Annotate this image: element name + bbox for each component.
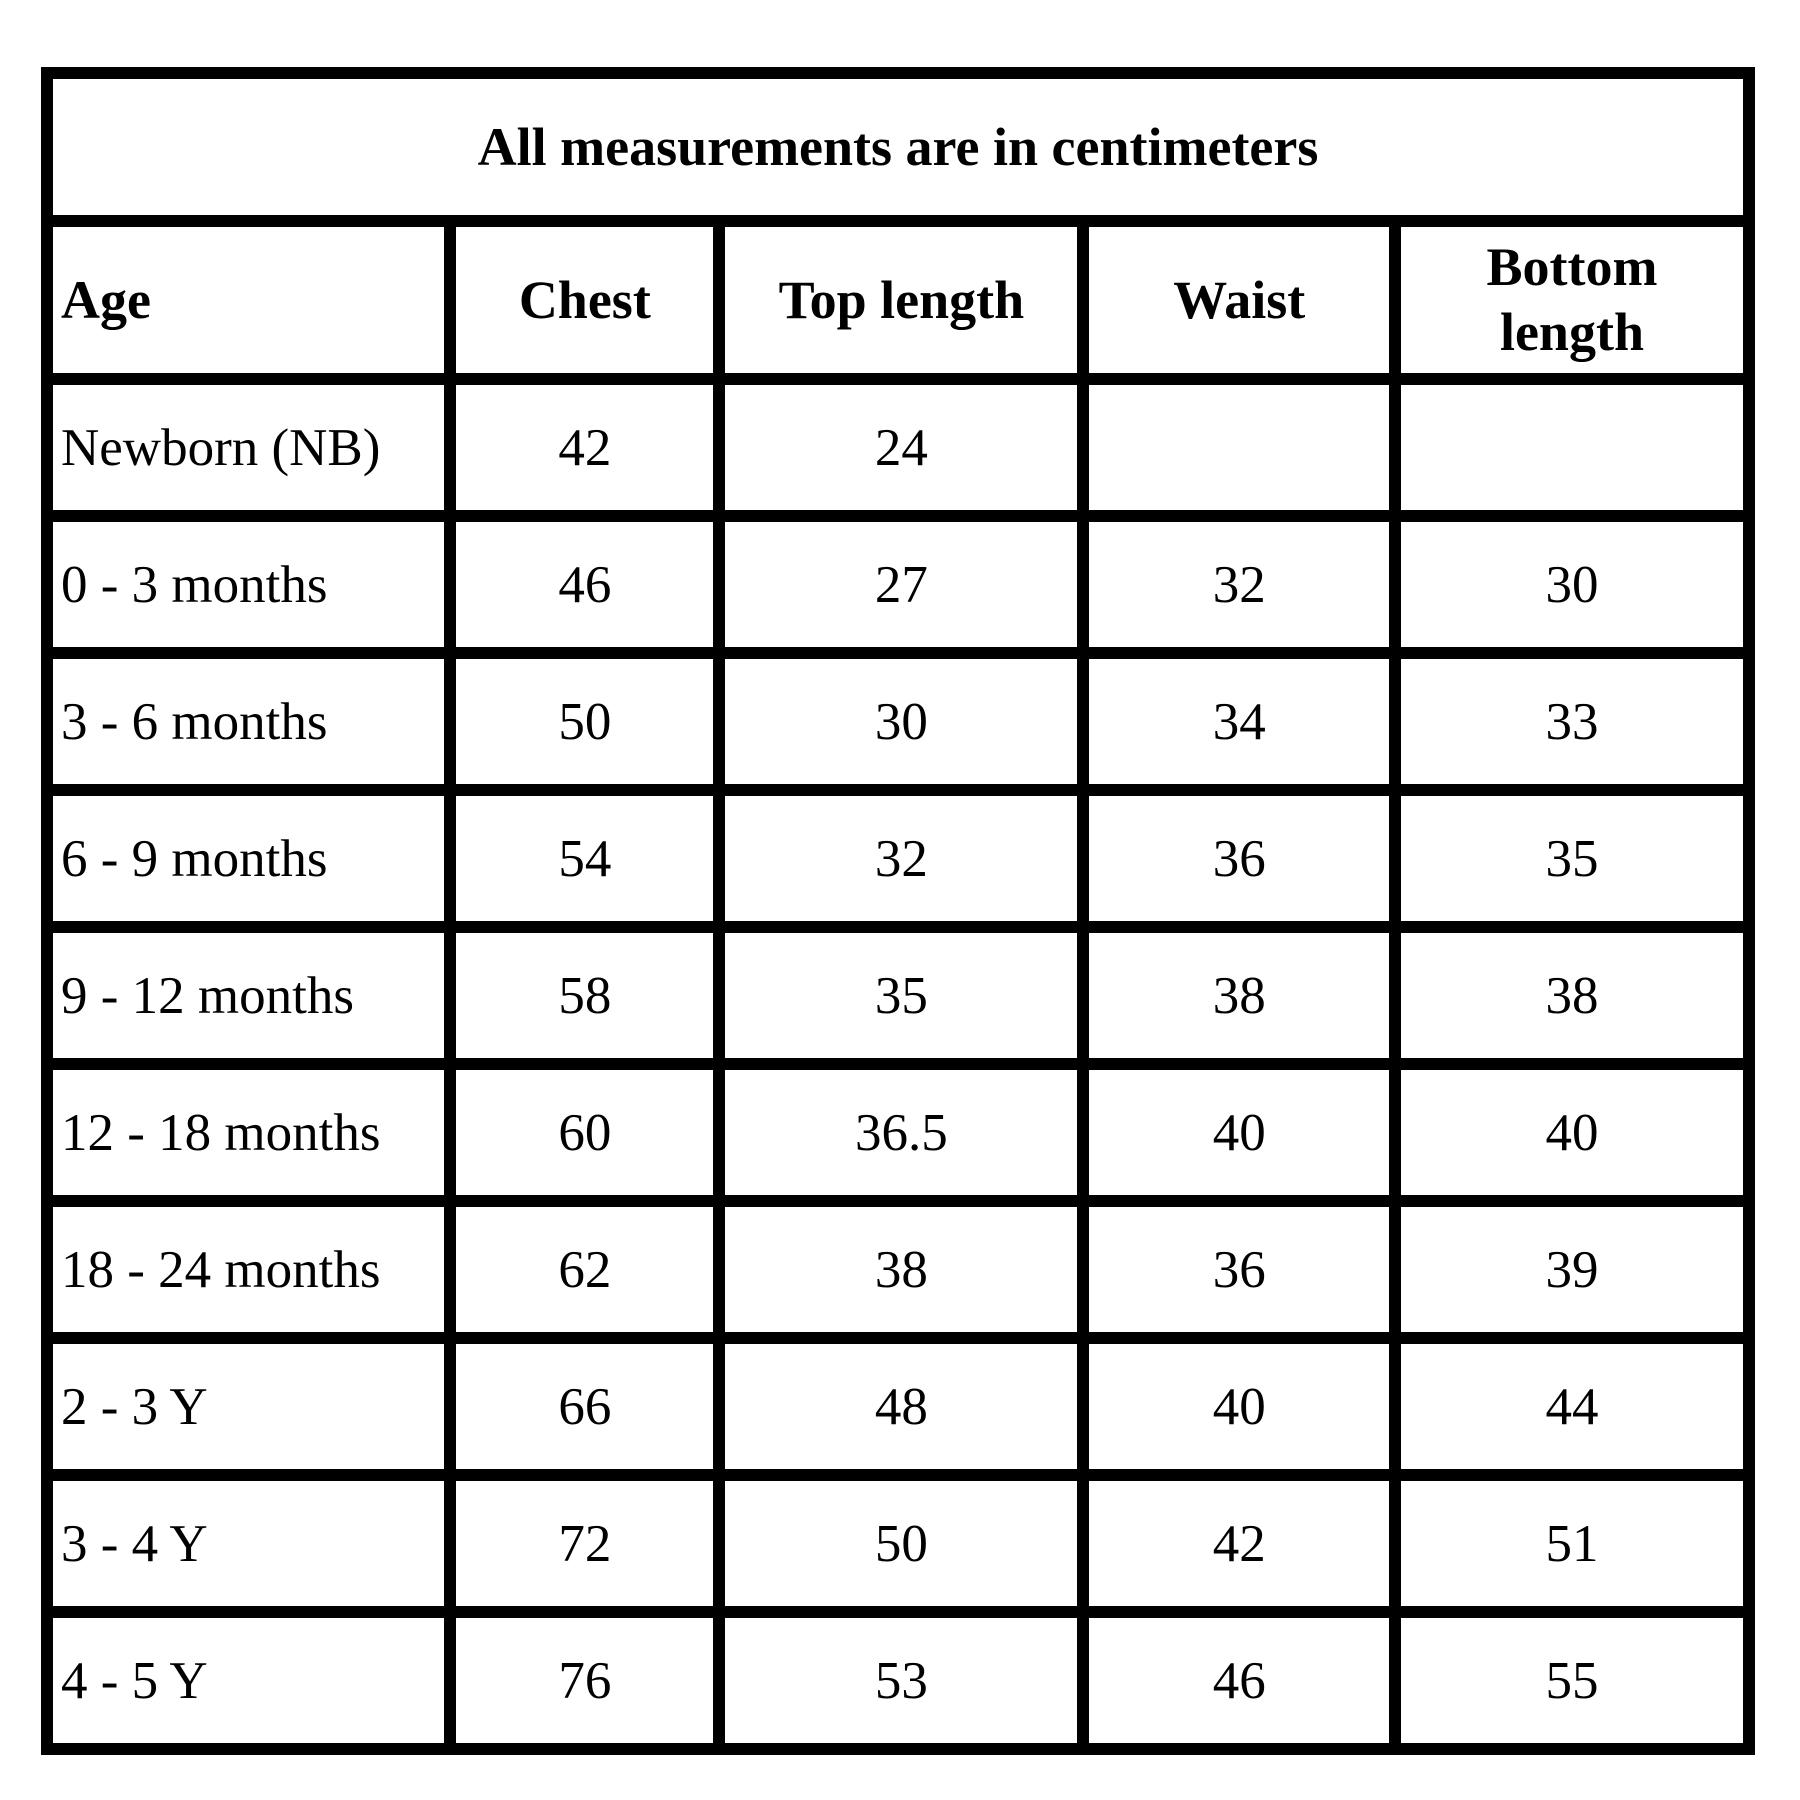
cell-age: 18 - 24 months [40,1195,457,1344]
column-header-top-length: Top length [713,215,1090,385]
cell-bottom-length: 39 [1388,1195,1756,1344]
column-header-bottom-length: Bottom length [1388,215,1756,385]
cell-top-length: 32 [713,784,1090,933]
table-row-3-6-months: 3 - 6 months 50 30 34 33 [40,647,1756,796]
cell-waist: 32 [1077,510,1401,659]
table-row-0-3-months: 0 - 3 months 46 27 32 30 [40,510,1756,659]
cell-chest: 50 [444,647,726,796]
table-row-4-5-y: 4 - 5 Y 76 53 46 55 [40,1606,1756,1755]
cell-top-length: 38 [713,1195,1090,1344]
cell-top-length: 30 [713,647,1090,796]
table-row-12-18-months: 12 - 18 months 60 36.5 40 40 [40,1058,1756,1207]
cell-bottom-length: 30 [1388,510,1756,659]
column-header-chest: Chest [444,215,726,385]
cell-waist: 46 [1077,1606,1401,1755]
cell-top-length: 24 [713,373,1090,522]
cell-age: 6 - 9 months [40,784,457,933]
cell-bottom-length: 51 [1388,1469,1756,1618]
header-row: Age Chest Top length Waist Bottom length [40,215,1756,385]
cell-age: 0 - 3 months [40,510,457,659]
cell-age: 12 - 18 months [40,1058,457,1207]
cell-top-length: 53 [713,1606,1090,1755]
cell-bottom-length: 44 [1388,1332,1756,1481]
cell-bottom-length: 55 [1388,1606,1756,1755]
cell-chest: 60 [444,1058,726,1207]
table-title: All measurements are in centimeters [41,67,1755,227]
size-chart-table: All measurements are in centimeters Age … [40,67,1756,1755]
cell-waist [1077,373,1401,522]
cell-waist: 36 [1077,1195,1401,1344]
table-row-2-3-y: 2 - 3 Y 66 48 40 44 [40,1332,1756,1481]
cell-top-length: 35 [713,921,1090,1070]
cell-chest: 42 [444,373,726,522]
cell-top-length: 27 [713,510,1090,659]
cell-chest: 54 [444,784,726,933]
cell-waist: 42 [1077,1469,1401,1618]
cell-chest: 58 [444,921,726,1070]
cell-waist: 38 [1077,921,1401,1070]
title-row: All measurements are in centimeters [41,67,1755,227]
cell-chest: 76 [444,1606,726,1755]
table-row-18-24-months: 18 - 24 months 62 38 36 39 [40,1195,1756,1344]
cell-bottom-length: 35 [1388,784,1756,933]
cell-age: 4 - 5 Y [40,1606,457,1755]
column-header-waist: Waist [1077,215,1401,385]
table-row-6-9-months: 6 - 9 months 54 32 36 35 [40,784,1756,933]
cell-waist: 36 [1077,784,1401,933]
cell-bottom-length [1388,373,1756,522]
cell-waist: 34 [1077,647,1401,796]
cell-age: Newborn (NB) [40,373,457,522]
cell-bottom-length: 33 [1388,647,1756,796]
cell-bottom-length: 38 [1388,921,1756,1070]
cell-chest: 46 [444,510,726,659]
cell-chest: 62 [444,1195,726,1344]
cell-top-length: 36.5 [713,1058,1090,1207]
cell-age: 2 - 3 Y [40,1332,457,1481]
cell-chest: 66 [444,1332,726,1481]
cell-waist: 40 [1077,1058,1401,1207]
cell-chest: 72 [444,1469,726,1618]
column-header-age: Age [40,215,457,385]
cell-top-length: 48 [713,1332,1090,1481]
table-row-9-12-months: 9 - 12 months 58 35 38 38 [40,921,1756,1070]
cell-age: 3 - 4 Y [40,1469,457,1618]
cell-top-length: 50 [713,1469,1090,1618]
table-row-3-4-y: 3 - 4 Y 72 50 42 51 [40,1469,1756,1618]
cell-waist: 40 [1077,1332,1401,1481]
cell-age: 9 - 12 months [40,921,457,1070]
cell-bottom-length: 40 [1388,1058,1756,1207]
table-row-newborn: Newborn (NB) 42 24 [40,373,1756,522]
cell-age: 3 - 6 months [40,647,457,796]
